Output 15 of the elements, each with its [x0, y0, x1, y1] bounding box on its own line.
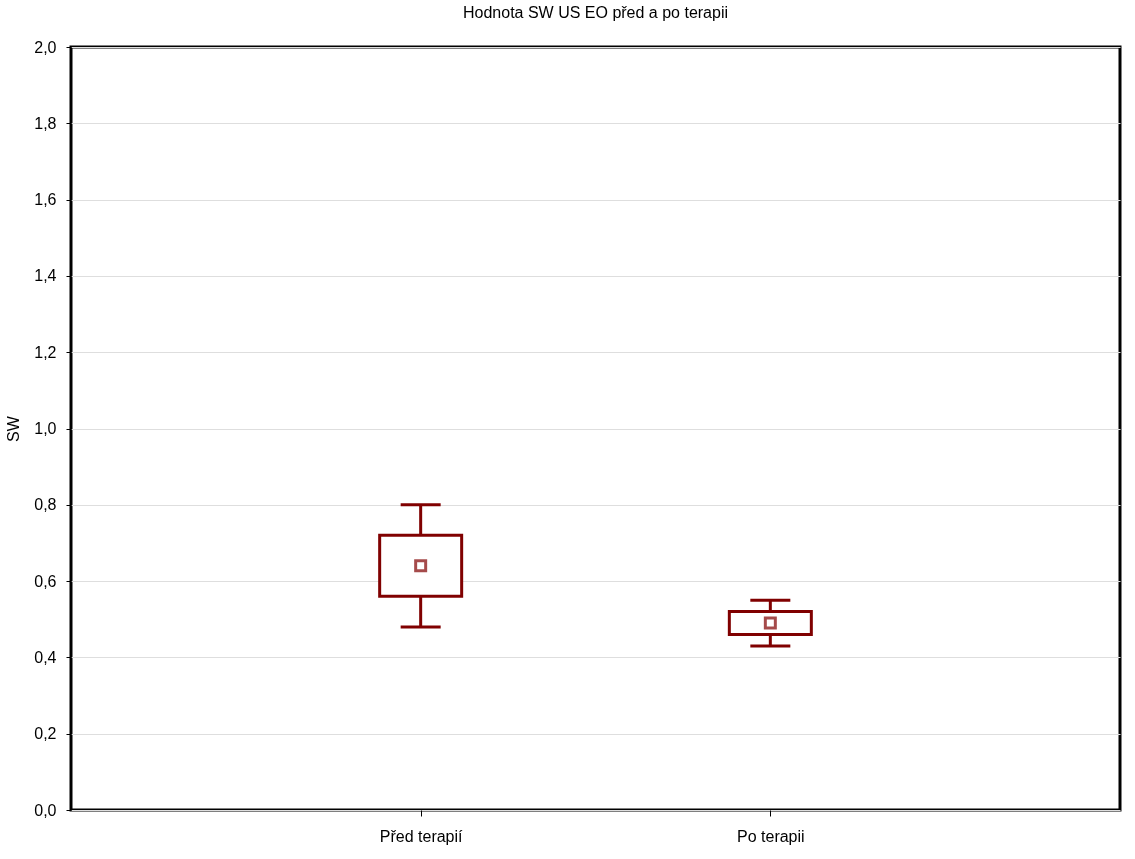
y-axis-title: SW [5, 415, 23, 442]
y-tick-label: 1,8 [34, 114, 57, 132]
y-tick-label: 1,0 [34, 420, 57, 437]
y-tick-label: 1,2 [34, 343, 57, 361]
x-tick-label: Po terapii [737, 827, 805, 845]
y-tick-label: 1,4 [34, 267, 57, 285]
y-tick-label: 0,8 [34, 496, 57, 514]
y-tick-label: 2,0 [34, 38, 57, 56]
y-tick-label: 0,0 [34, 801, 57, 819]
y-tick-label: 0,2 [34, 725, 57, 743]
x-tick-label: Před terapií [379, 827, 464, 845]
y-tick-label: 0,6 [34, 572, 57, 590]
y-tick-label: 1,6 [34, 191, 57, 209]
chart-title: Hodnota SW US EO před a po terapii [462, 4, 729, 21]
y-tick-label: 0,4 [34, 648, 57, 666]
